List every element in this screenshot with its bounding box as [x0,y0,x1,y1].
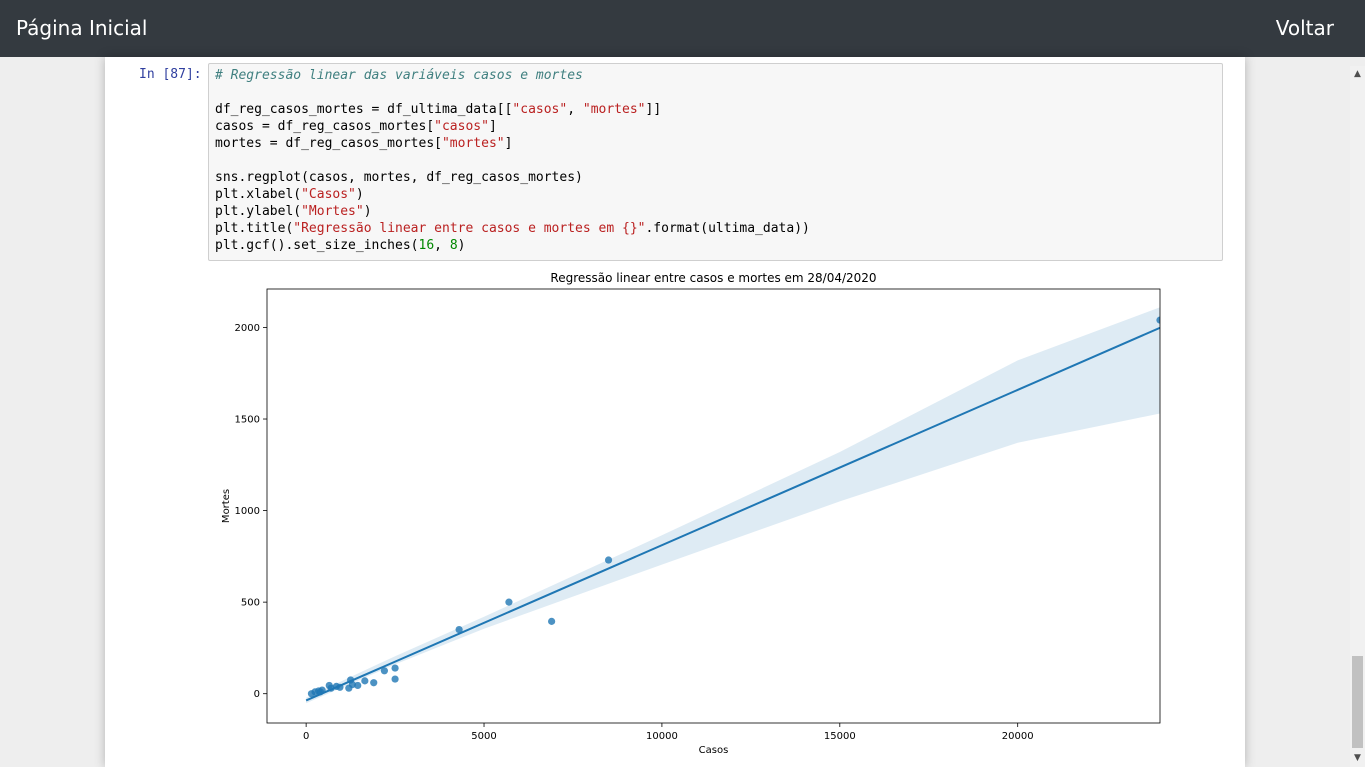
data-point [1156,316,1160,324]
y-tick-label: 1000 [235,506,260,517]
code-token: "casos" [434,119,489,134]
code-token: # Regressão linear das variáveis casos e… [215,68,583,83]
scroll-up-arrow-icon[interactable]: ▲ [1354,69,1361,79]
code-token: plt.ylabel( [215,204,302,219]
code-line: plt.xlabel("Casos") [215,187,364,202]
y-tick-label: 0 [254,689,260,700]
cell-output: Regressão linear entre casos e mortes em… [208,265,1221,765]
data-point [325,681,333,690]
data-point [345,684,353,692]
back-link[interactable]: Voltar [1275,16,1334,40]
code-token: plt.xlabel( [215,187,302,202]
data-point [370,679,378,687]
code-token: ) [363,204,372,219]
code-line: plt.title("Regressão linear entre casos … [215,221,810,236]
plot-area [305,307,1160,704]
plot-frame [266,288,1161,724]
page-scrollbar[interactable]: ▲ ▼ [1350,66,1365,767]
code-token: "mortes" [582,102,646,117]
data-point [391,664,399,672]
y-tick-label: 1500 [235,415,260,426]
code-line: # Regressão linear das variáveis casos e… [215,68,583,83]
code-line: plt.ylabel("Mortes") [215,204,372,219]
data-point [380,667,389,675]
data-point [354,681,362,690]
code-token: casos = df_reg_casos_mortes[ [215,119,435,134]
code-token: 16 [418,238,435,253]
code-token: , [567,102,583,117]
code-token: mortes = df_reg_casos_mortes[ [215,136,442,151]
confidence-band [306,307,1160,704]
code-token: .format(ultima_data)) [645,221,810,236]
x-tick-label: 5000 [471,731,496,742]
code-token: "Mortes" [301,204,364,219]
data-point [505,598,513,606]
regression-chart: Regressão linear entre casos e mortes em… [221,271,1161,756]
code-token: ] [488,119,497,134]
scroll-down-arrow-icon[interactable]: ▼ [1354,753,1361,763]
top-navbar: Página Inicial Voltar [0,0,1365,57]
scrollbar-thumb[interactable] [1352,656,1363,748]
data-point [604,556,613,564]
code-editor[interactable]: # Regressão linear das variáveis casos e… [215,67,810,254]
chart-title: Regressão linear entre casos e mortes em… [550,271,876,285]
code-token: "Casos" [301,187,356,202]
code-token: 8 [449,238,458,253]
code-line: sns.regplot(casos, mortes, df_reg_casos_… [215,170,583,185]
code-token: ) [457,238,466,253]
y-tick-label: 500 [241,598,260,609]
code-cell-input[interactable]: # Regressão linear das variáveis casos e… [208,63,1223,261]
x-tick-label: 0 [303,731,309,742]
x-tick-label: 10000 [646,731,678,742]
code-line: plt.gcf().set_size_inches(16, 8) [215,238,465,253]
data-point [455,626,463,634]
code-token: ] [504,136,513,151]
x-tick-label: 15000 [824,731,856,742]
code-token: "Regressão linear entre casos e mortes e… [293,221,646,236]
code-token: , [434,238,450,253]
code-token: sns.regplot(casos, mortes, df_reg_casos_… [215,170,583,185]
x-tick-label: 20000 [1002,731,1034,742]
code-token: "casos" [512,102,568,117]
code-line: casos = df_reg_casos_mortes["casos"] [215,119,497,134]
data-point [391,675,399,683]
code-token: "mortes" [441,136,505,151]
input-prompt: In [87]: [139,67,202,82]
code-token: plt.gcf().set_size_inches( [215,238,419,253]
code-token: df_reg_casos_mortes = df_ultima_data[[ [215,102,513,117]
data-point [307,690,316,698]
regression-line [305,326,1160,702]
code-token: ]] [645,102,662,117]
y-tick-label: 2000 [235,323,260,334]
y-axis-label: Mortes [221,489,232,523]
code-line: df_reg_casos_mortes = df_ultima_data[["c… [215,102,661,117]
notebook-container: In [87]: # Regressão linear das variávei… [105,57,1245,767]
code-line: mortes = df_reg_casos_mortes["mortes"] [215,136,512,151]
x-axis-label: Casos [699,745,729,756]
home-title[interactable]: Página Inicial [16,16,148,40]
code-token: ) [355,187,364,202]
code-token: plt.title( [215,221,294,236]
data-point [548,617,556,625]
data-point [361,677,369,685]
